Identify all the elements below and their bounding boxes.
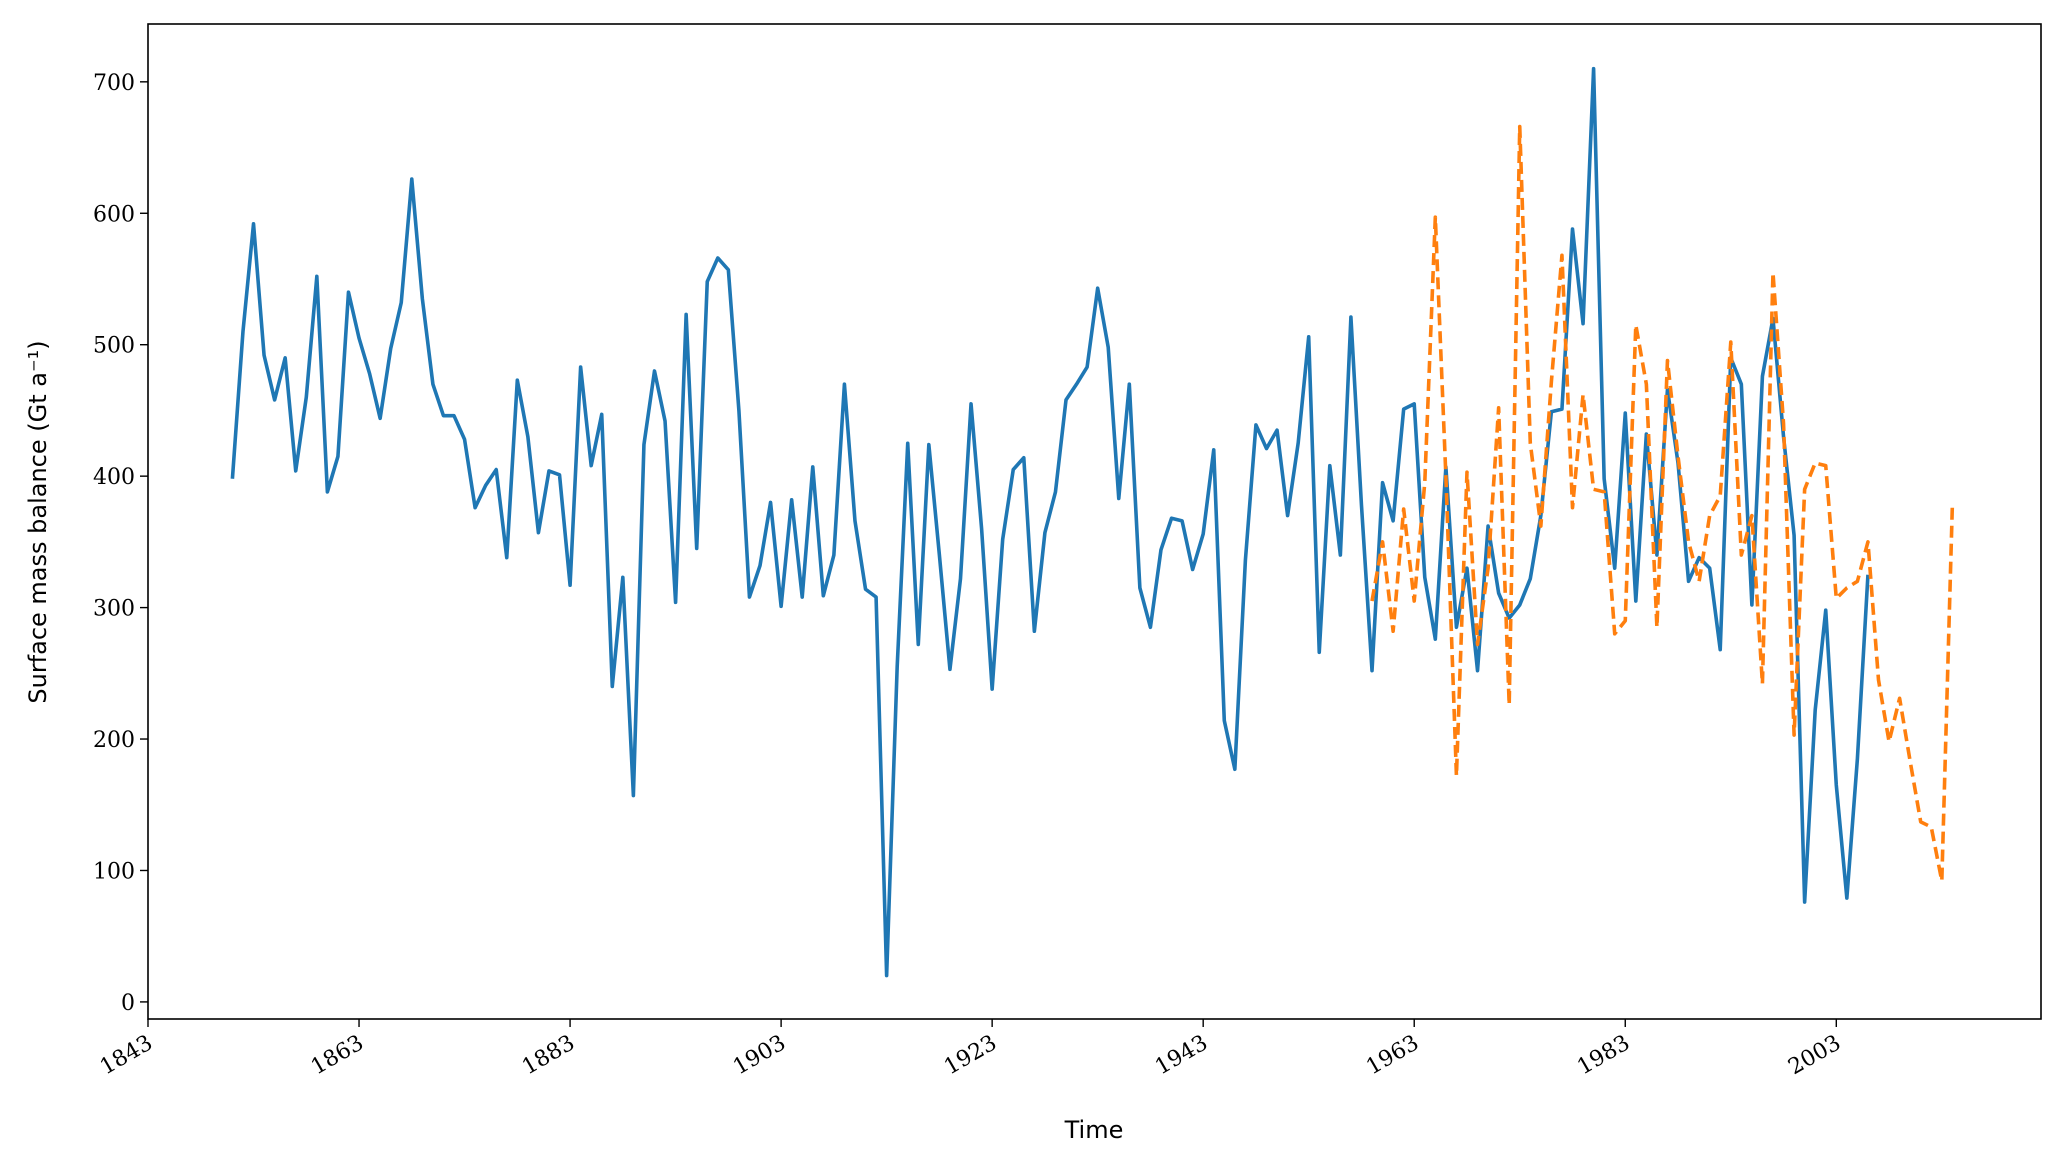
y-tick-label: 400 bbox=[93, 465, 135, 490]
x-tick-label: 1943 bbox=[1151, 1031, 1212, 1081]
y-tick-label: 300 bbox=[93, 597, 135, 622]
y-axis-label: Surface mass balance (Gt a⁻¹) bbox=[24, 340, 52, 703]
y-tick-label: 100 bbox=[93, 859, 135, 884]
x-tick-label: 1923 bbox=[940, 1031, 1001, 1081]
x-tick-label: 1843 bbox=[96, 1031, 157, 1081]
plot-frame bbox=[147, 23, 2042, 1020]
x-tick-label: 1963 bbox=[1362, 1031, 1423, 1081]
y-tick-label: 0 bbox=[121, 991, 135, 1016]
series-line bbox=[230, 66, 1870, 978]
x-tick-label: 1863 bbox=[307, 1031, 368, 1081]
y-tick-label: 500 bbox=[93, 334, 135, 359]
y-tick-label: 700 bbox=[93, 71, 135, 96]
x-tick-label: 1983 bbox=[1573, 1031, 1634, 1081]
x-tick-label: 2003 bbox=[1784, 1031, 1845, 1081]
x-axis-label: Time bbox=[1064, 1116, 1124, 1144]
y-tick-label: 600 bbox=[93, 202, 135, 227]
series-line bbox=[1370, 124, 1955, 883]
x-tick-label: 1883 bbox=[518, 1031, 579, 1081]
x-tick-label: 1903 bbox=[729, 1031, 790, 1081]
y-tick-label: 200 bbox=[93, 728, 135, 753]
